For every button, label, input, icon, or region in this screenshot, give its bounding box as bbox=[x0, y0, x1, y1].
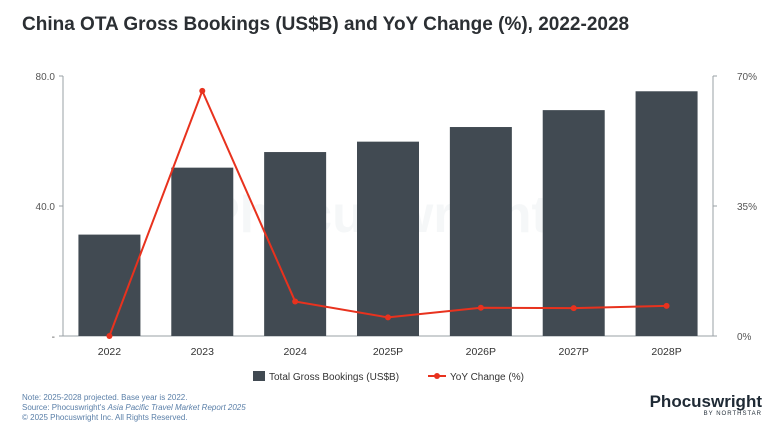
phocuswright-logo: Phocuswright BY NORTHSTAR bbox=[649, 392, 762, 418]
y-left-tick-label: 80.0 bbox=[36, 72, 56, 83]
bar bbox=[357, 141, 419, 336]
legend-label-bookings: Total Gross Bookings (US$B) bbox=[269, 372, 399, 383]
x-tick-label: 2028P bbox=[651, 346, 681, 358]
y-right-tick-label: 35% bbox=[737, 202, 757, 213]
y-left-tick-label: 40.0 bbox=[36, 202, 56, 213]
chart-title: China OTA Gross Bookings (US$B) and YoY … bbox=[22, 14, 630, 35]
yoy-point bbox=[663, 302, 670, 309]
y-left-tick-label: - bbox=[52, 332, 55, 343]
legend-marker-yoy bbox=[434, 373, 440, 379]
x-tick-label: 2022 bbox=[98, 346, 122, 358]
x-tick-label: 2023 bbox=[191, 346, 215, 358]
logo-name: Phocuswright bbox=[649, 392, 762, 411]
note-source-title: Asia Pacific Travel Market Report 2025 bbox=[107, 403, 246, 412]
bar bbox=[635, 91, 698, 337]
yoy-point bbox=[106, 333, 113, 339]
note-projection: Note: 2025-2028 projected. Base year is … bbox=[22, 393, 188, 402]
yoy-point bbox=[477, 304, 484, 311]
x-tick-label: 2025P bbox=[373, 346, 403, 358]
bar bbox=[449, 127, 512, 337]
yoy-point bbox=[292, 298, 299, 305]
legend-swatch-bookings bbox=[253, 371, 265, 381]
note-source-prefix: Source: Phocuswright's bbox=[22, 403, 108, 412]
x-tick-label: 2026P bbox=[466, 346, 496, 358]
note-copyright: © 2025 Phocuswright Inc. All Rights Rese… bbox=[22, 413, 188, 422]
y-right-tick-label: 0% bbox=[737, 332, 752, 343]
x-tick-label: 2024 bbox=[283, 346, 307, 358]
bar bbox=[542, 110, 605, 336]
y-right-tick-label: 70% bbox=[737, 72, 757, 83]
bar bbox=[78, 234, 141, 336]
bar bbox=[171, 167, 234, 336]
chart: - 40.0 80.0 0% 35% 70% 2022 2023 2024 2025P 2026P 2… bbox=[36, 72, 758, 383]
yoy-point bbox=[385, 314, 391, 321]
logo-sub: BY NORTHSTAR bbox=[703, 411, 762, 417]
yoy-point bbox=[199, 87, 206, 94]
note-source: Source: Phocuswright's Asia Pacific Trav… bbox=[22, 403, 246, 412]
legend-label-yoy: YoY Change (%) bbox=[450, 372, 524, 383]
bar bbox=[264, 152, 327, 336]
x-tick-label: 2027P bbox=[559, 346, 589, 358]
yoy-point bbox=[570, 305, 577, 312]
